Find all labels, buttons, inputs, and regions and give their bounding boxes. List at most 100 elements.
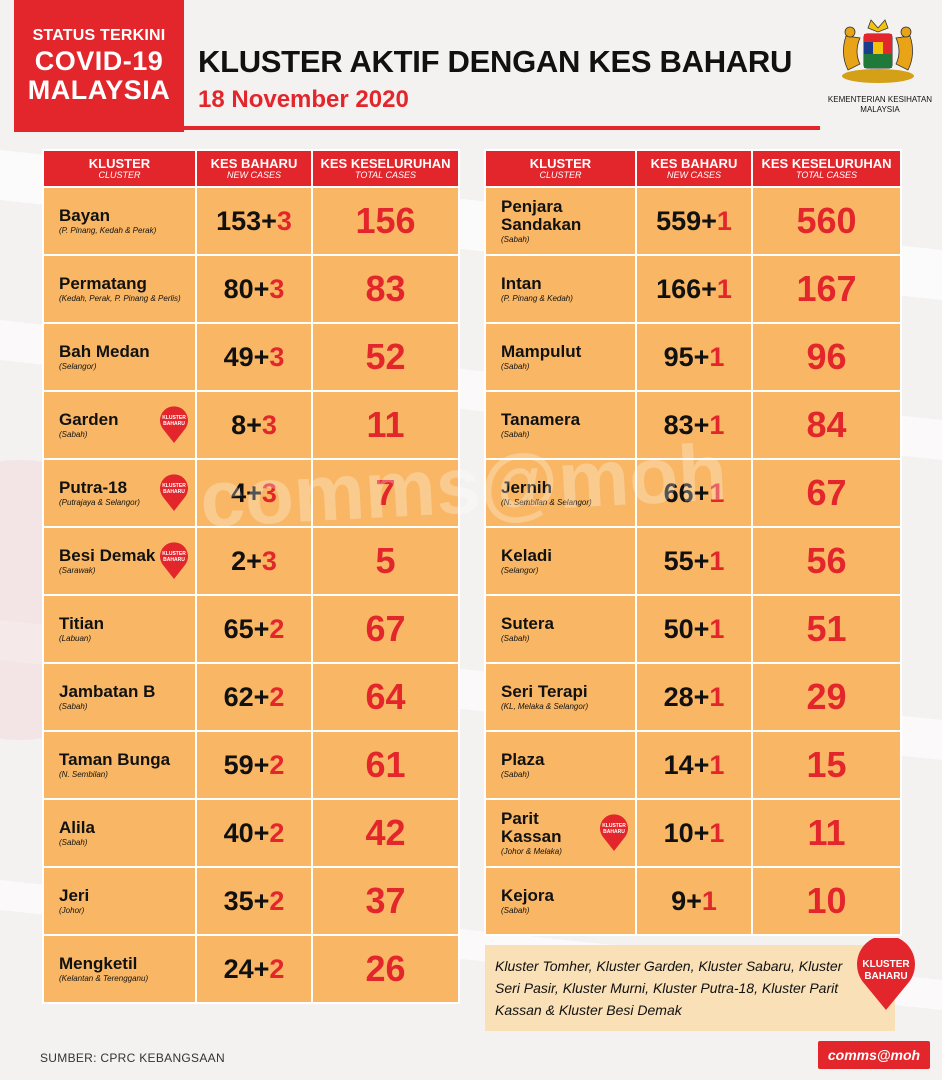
new-cases-increment: 1 xyxy=(716,205,732,236)
new-cases-cell: 153+3 xyxy=(197,188,311,254)
header-total-cases-sub: TOTAL CASES xyxy=(795,170,858,180)
brand-block: STATUS TERKINI COVID-19 MALAYSIA xyxy=(14,0,184,132)
table-row: Bayan (P. Pinang, Kedah & Perak) 153+3 156 xyxy=(44,188,458,254)
header-cluster: KLUSTER CLUSTER xyxy=(44,151,195,186)
cluster-cell: Putra-18 (Putrajaya & Selangor) KLUSTER BAH… xyxy=(44,460,195,526)
cluster-name: Jambatan B xyxy=(59,682,156,701)
previous-cases: 8+ xyxy=(231,409,262,440)
new-cases-cell: 10+1 xyxy=(637,800,751,866)
table-row: Mampulut (Sabah) 95+1 96 xyxy=(486,324,900,390)
new-cases-increment: 2 xyxy=(269,681,285,712)
cluster-name: Sutera xyxy=(501,614,554,633)
new-cases-increment: 2 xyxy=(269,885,285,916)
cluster-name: Kejora xyxy=(501,886,554,905)
new-cases-cell: 66+1 xyxy=(637,460,751,526)
pin-badge-text: BAHARU xyxy=(163,489,185,495)
total-cases-cell: 84 xyxy=(753,392,900,458)
cluster-cell: Penjara Sandakan (Sabah) xyxy=(486,188,635,254)
header-cluster-sub: CLUSTER xyxy=(539,170,582,180)
total-cases-cell: 56 xyxy=(753,528,900,594)
pin-badge-text: BAHARU xyxy=(603,829,625,835)
new-cases-cell: 59+2 xyxy=(197,732,311,798)
previous-cases: 559+ xyxy=(656,205,717,236)
header-cluster-sub: CLUSTER xyxy=(98,170,141,180)
new-cases-increment: 1 xyxy=(709,681,725,712)
total-cases-cell: 37 xyxy=(313,868,458,934)
cluster-name: Bah Medan xyxy=(59,342,150,361)
cluster-name: Keladi xyxy=(501,546,553,565)
cluster-name: Jernih xyxy=(501,478,553,497)
previous-cases: 40+ xyxy=(223,817,270,848)
cluster-cell: Permatang (Kedah, Perak, P. Pinang & Perl… xyxy=(44,256,195,322)
cluster-location: (N. Sembilan & Selangor) xyxy=(501,498,592,507)
new-cases-increment: 3 xyxy=(269,341,285,372)
cluster-cell: Jeri (Johor) xyxy=(44,868,195,934)
left-cluster-table: KLUSTER CLUSTER KES BAHARU NEW CASES KES K… xyxy=(42,149,460,1004)
table-row: Jambatan B (Sabah) 62+2 64 xyxy=(44,664,458,730)
header-total-cases: KES KESELURUHAN TOTAL CASES xyxy=(313,151,458,186)
new-cases-increment: 3 xyxy=(276,205,292,236)
table-row: Plaza (Sabah) 14+1 15 xyxy=(486,732,900,798)
header-new-cases-sub: NEW CASES xyxy=(226,170,281,180)
brand-line-2: COVID-19 xyxy=(34,46,164,76)
new-cases-cell: 55+1 xyxy=(637,528,751,594)
table-row: Seri Terapi (KL, Melaka & Selangor) 28+1 29 xyxy=(486,664,900,730)
cluster-location: (Kedah, Perak, P. Pinang & Perlis) xyxy=(59,294,181,303)
page-title: KLUSTER AKTIF DENGAN KES BAHARU xyxy=(198,44,793,79)
cluster-cell: Sutera (Sabah) xyxy=(486,596,635,662)
total-cases-cell: 52 xyxy=(313,324,458,390)
new-cases-increment: 1 xyxy=(709,545,725,576)
cluster-cell: Intan (P. Pinang & Kedah) xyxy=(486,256,635,322)
pin-badge-text: KLUSTER xyxy=(162,483,186,489)
malaysia-coat-of-arms-icon xyxy=(842,19,914,83)
header-new-cases-label: KES BAHARU xyxy=(210,156,298,171)
new-cases-cell: 2+3 xyxy=(197,528,311,594)
new-cases-cell: 14+1 xyxy=(637,732,751,798)
table-row: Parit Kassan (Johor & Melaka) KLUSTER BAHAR… xyxy=(486,800,900,866)
cluster-cell: Plaza (Sabah) xyxy=(486,732,635,798)
total-cases-cell: 51 xyxy=(753,596,900,662)
new-cluster-badge-icon: KLUSTER BAHARU xyxy=(857,938,915,1010)
cluster-location: (KL, Melaka & Selangor) xyxy=(501,702,589,711)
previous-cases: 66+ xyxy=(663,477,710,508)
cluster-cell: Kejora (Sabah) xyxy=(486,868,635,934)
new-cases-cell: 95+1 xyxy=(637,324,751,390)
cluster-name: Mengketil xyxy=(59,954,138,973)
right-cluster-table: KLUSTER CLUSTER KES BAHARU NEW CASES KES K… xyxy=(484,149,902,936)
new-cases-increment: 2 xyxy=(269,953,285,984)
header-cluster: KLUSTER CLUSTER xyxy=(486,151,635,186)
total-cases-cell: 560 xyxy=(753,188,900,254)
table-row: Mengketil (Kelantan & Terengganu) 24+2 26 xyxy=(44,936,458,1002)
total-cases-cell: 7 xyxy=(313,460,458,526)
ministry-name: KEMENTERIAN KESIHATAN MALAYSIA xyxy=(827,95,933,114)
new-cases-cell: 559+1 xyxy=(637,188,751,254)
new-cases-increment: 1 xyxy=(709,341,725,372)
previous-cases: 153+ xyxy=(216,205,277,236)
previous-cases: 28+ xyxy=(663,681,710,712)
new-cases-cell: 49+3 xyxy=(197,324,311,390)
pin-badge-text: BAHARU xyxy=(163,421,185,427)
new-cases-cell: 65+2 xyxy=(197,596,311,662)
cluster-name: Mampulut xyxy=(501,342,582,361)
previous-cases: 62+ xyxy=(223,681,270,712)
total-cases-cell: 10 xyxy=(753,868,900,934)
cluster-location: (Sabah) xyxy=(501,634,530,643)
badge-line-2: BAHARU xyxy=(864,971,907,982)
header-total-cases-label: KES KESELURUHAN xyxy=(320,156,451,171)
header-total-cases-label: KES KESELURUHAN xyxy=(761,156,892,171)
total-cases-cell: 64 xyxy=(313,664,458,730)
previous-cases: 166+ xyxy=(656,273,717,304)
new-cases-increment: 1 xyxy=(701,885,717,916)
header-total-cases-sub: TOTAL CASES xyxy=(354,170,417,180)
new-cases-increment: 3 xyxy=(261,545,277,576)
new-cases-increment: 3 xyxy=(269,273,285,304)
cluster-name: Permatang xyxy=(59,274,147,293)
cluster-name: Titian xyxy=(59,614,105,633)
badge-line-1: KLUSTER xyxy=(862,959,910,970)
previous-cases: 80+ xyxy=(223,273,270,304)
cluster-location: (Johor & Melaka) xyxy=(501,847,562,856)
cluster-location: (Sabah) xyxy=(501,906,530,915)
brand-line-3: MALAYSIA xyxy=(27,75,171,105)
